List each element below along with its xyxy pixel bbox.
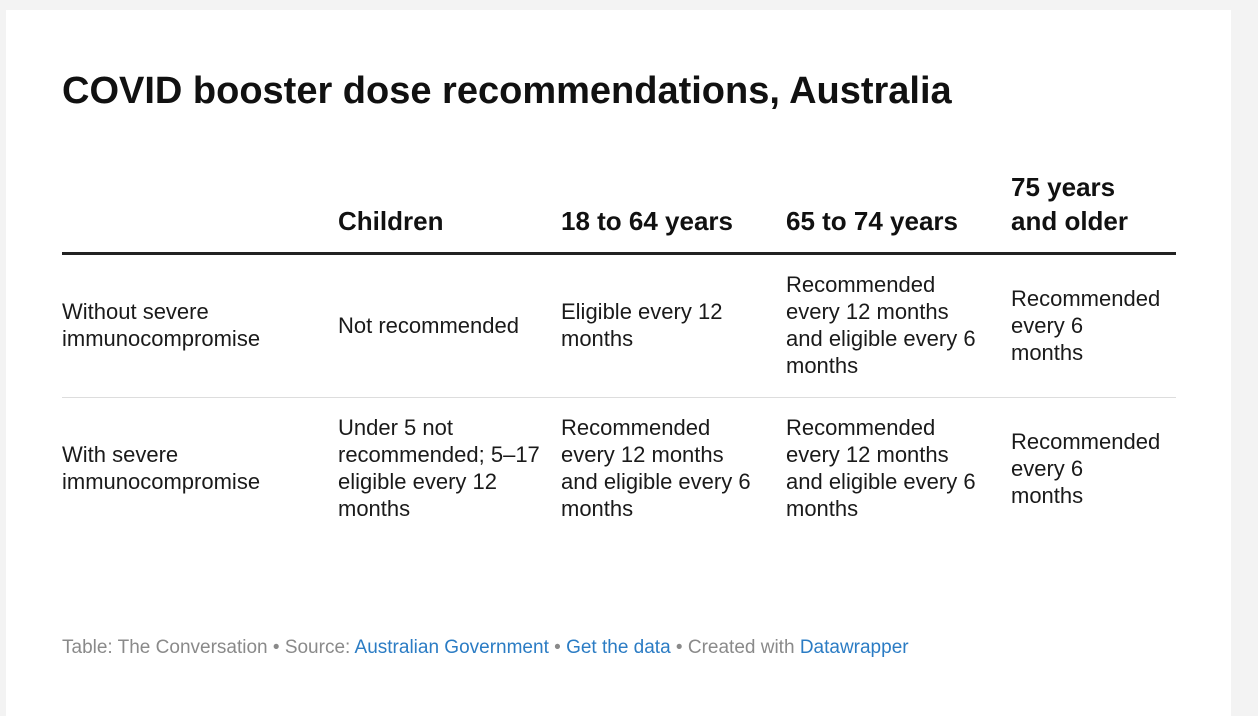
footer-created-with-text: • Created with <box>670 637 800 658</box>
column-header-65-to-74: 65 to 74 years <box>786 170 1011 255</box>
table-cell: Under 5 not recommended; 5–17 eligible e… <box>338 415 540 521</box>
table-row: With severe immunocompromise Under 5 not… <box>62 398 1176 541</box>
table-row: Without severe immunocompromise Not reco… <box>62 253 1176 398</box>
column-header-75-and-older: 75 years and older <box>1011 170 1176 255</box>
recommendations-table: Children 18 to 64 years 65 to 74 years 7… <box>62 170 1176 540</box>
table-cell: Recommended every 6 months <box>1011 428 1161 508</box>
table-cell: Recommended every 6 months <box>1011 253 1176 398</box>
datawrapper-link[interactable]: Datawrapper <box>799 637 909 658</box>
column-header-children: Children <box>338 170 561 255</box>
chart-card: COVID booster dose recommendations, Aust… <box>6 10 1231 716</box>
row-label: With severe immunocompromise <box>62 442 261 494</box>
source-link[interactable]: Australian Government <box>354 637 549 658</box>
column-header-18-to-64: 18 to 64 years <box>561 170 786 255</box>
row-label: Without severe immunocompromise <box>62 253 338 398</box>
table-header-row: Children 18 to 64 years 65 to 74 years 7… <box>62 170 1176 255</box>
chart-title: COVID booster dose recommendations, Aust… <box>62 70 952 112</box>
footer-separator: • <box>548 637 567 658</box>
chart-footer: Table: The Conversation • Source: Austra… <box>62 636 909 660</box>
footer-credit-text: Table: The Conversation • Source: <box>62 637 355 658</box>
table-cell: Recommended every 12 months and eligible… <box>561 415 751 521</box>
table-cell: Recommended every 12 months and eligible… <box>786 253 1011 398</box>
table-cell: Eligible every 12 months <box>561 253 786 398</box>
table-cell: Recommended every 12 months and eligible… <box>786 415 976 521</box>
get-the-data-link[interactable]: Get the data <box>566 637 671 658</box>
column-header-empty <box>62 170 338 255</box>
table-cell: Not recommended <box>338 253 561 398</box>
